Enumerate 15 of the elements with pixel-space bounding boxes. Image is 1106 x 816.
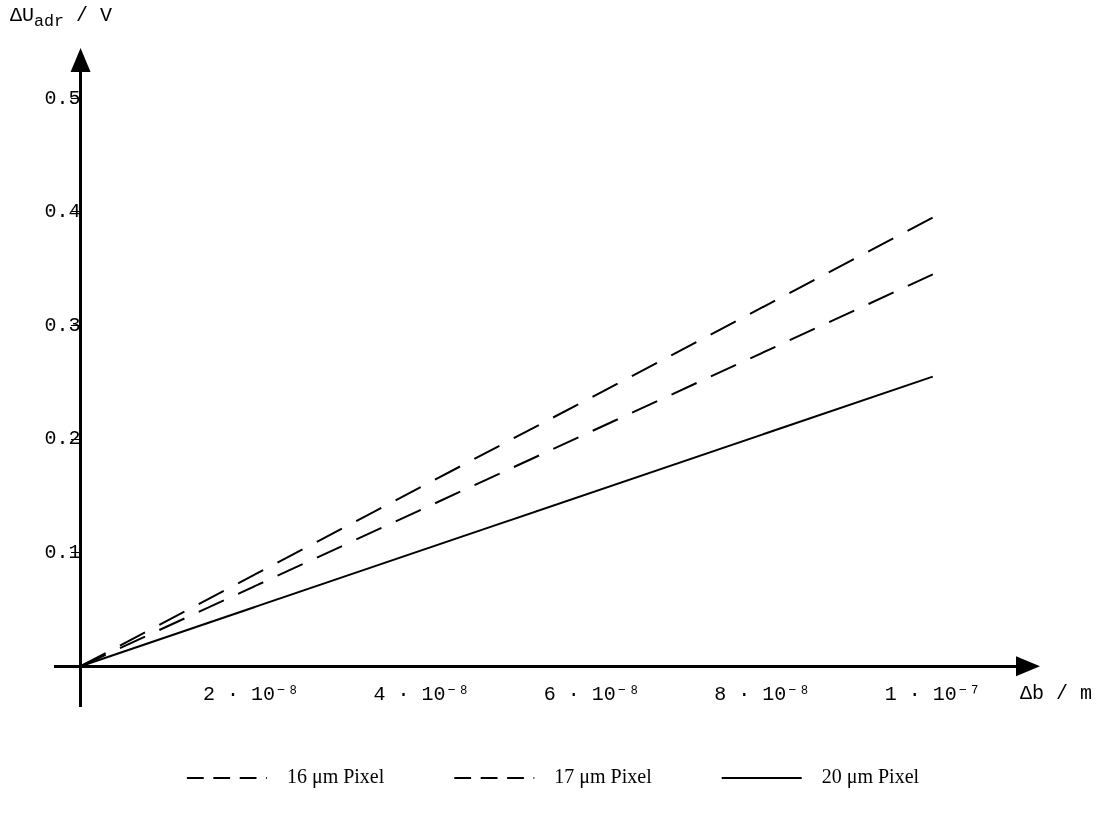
y-tick-label: 0.4 [44, 200, 81, 224]
x-tick-label: 8 · 10⁻⁸ [714, 682, 811, 706]
legend-label: 17 μm Pixel [554, 765, 653, 789]
y-axis-title: ΔU$_{adr}$ / V [10, 4, 113, 31]
x-tick-label: 4 · 10⁻⁸ [373, 682, 470, 706]
y-tick-label: 0.2 [44, 427, 81, 451]
x-axis-title: Δb / m [1020, 682, 1093, 705]
x-tick-label: 2 · 10⁻⁸ [202, 682, 300, 706]
legend-label: 20 μm Pixel [821, 765, 920, 789]
legend-label: 16 μm Pixel [286, 765, 385, 789]
y-tick-label: 0.3 [44, 313, 81, 337]
x-tick-label: 1 · 10⁻⁷ [884, 682, 981, 706]
y-tick-label: 0.1 [44, 540, 81, 564]
x-tick-label: 6 · 10⁻⁸ [543, 682, 640, 706]
y-tick-label: 0.5 [44, 86, 81, 110]
